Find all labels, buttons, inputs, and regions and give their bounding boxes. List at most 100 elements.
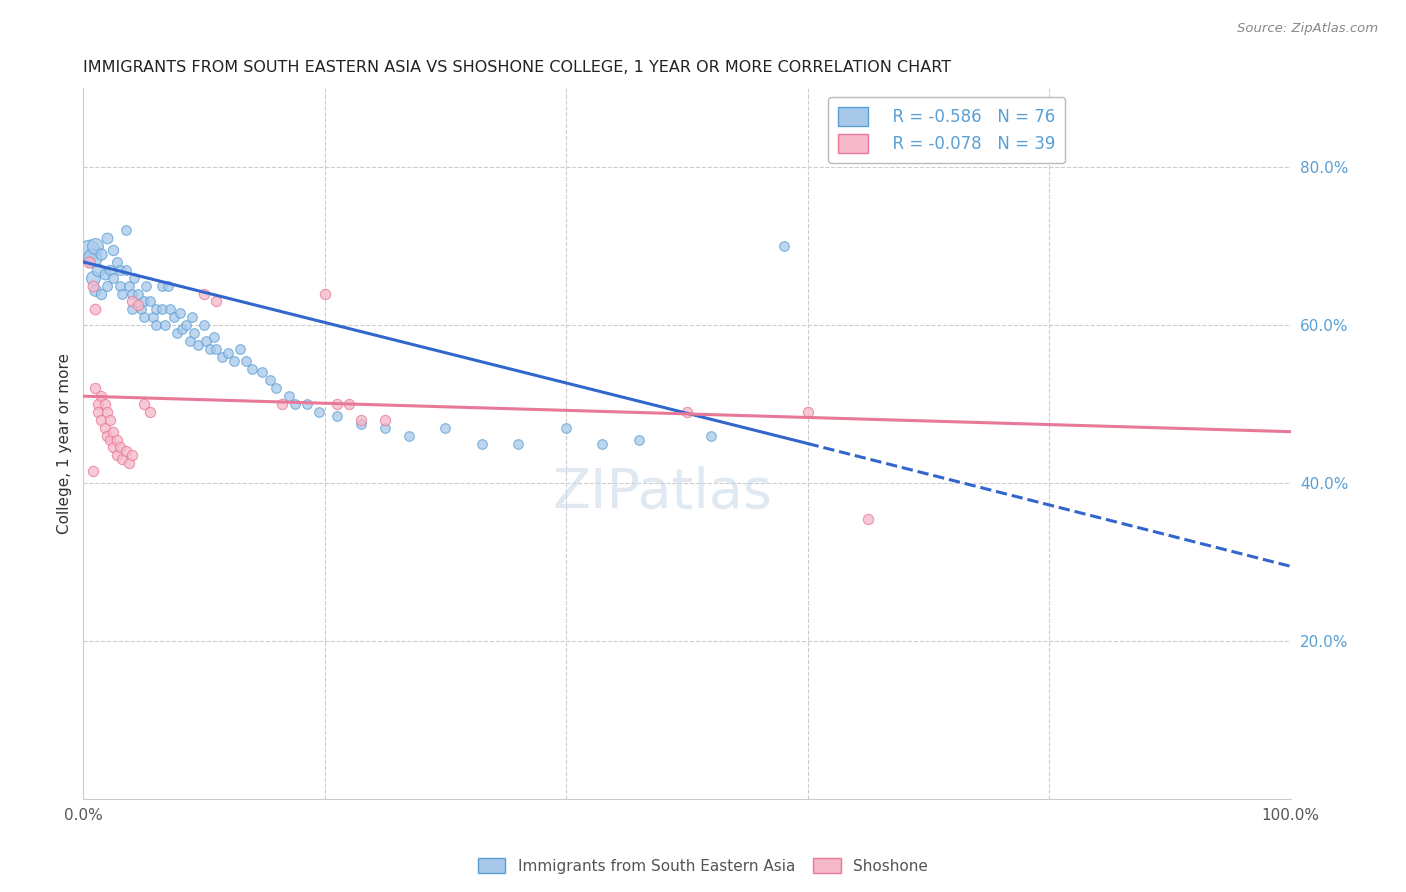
Point	[676, 405, 699, 419]
Point	[229, 342, 252, 356]
Point	[211, 350, 233, 364]
Point	[796, 405, 818, 419]
Point	[121, 448, 143, 462]
Point	[700, 428, 723, 442]
Point	[84, 381, 107, 395]
Point	[90, 389, 112, 403]
Point	[121, 302, 143, 317]
Point	[98, 413, 121, 427]
Point	[82, 278, 104, 293]
Point	[179, 334, 201, 348]
Point	[121, 294, 143, 309]
Point	[326, 397, 349, 411]
Point	[169, 306, 191, 320]
Point	[142, 310, 165, 325]
Point	[96, 405, 118, 419]
Point	[98, 433, 121, 447]
Text: Source: ZipAtlas.com: Source: ZipAtlas.com	[1237, 22, 1378, 36]
Point	[240, 361, 263, 376]
Point	[84, 283, 107, 297]
Point	[374, 413, 396, 427]
Point	[250, 366, 273, 380]
Point	[84, 239, 107, 253]
Legend: Immigrants from South Eastern Asia, Shoshone: Immigrants from South Eastern Asia, Shos…	[472, 852, 934, 880]
Y-axis label: College, 1 year or more: College, 1 year or more	[58, 353, 72, 534]
Point	[138, 405, 160, 419]
Point	[172, 322, 194, 336]
Point	[337, 397, 360, 411]
Point	[132, 310, 155, 325]
Point	[205, 342, 228, 356]
Point	[506, 436, 529, 450]
Point	[555, 421, 578, 435]
Point	[138, 294, 160, 309]
Point	[591, 436, 613, 450]
Point	[94, 267, 117, 281]
Point	[122, 270, 145, 285]
Point	[183, 326, 205, 340]
Point	[295, 397, 318, 411]
Point	[105, 433, 128, 447]
Point	[326, 409, 349, 423]
Point	[94, 397, 117, 411]
Point	[82, 270, 104, 285]
Point	[98, 263, 121, 277]
Point	[224, 353, 246, 368]
Point	[202, 330, 225, 344]
Point	[314, 286, 336, 301]
Point	[271, 397, 294, 411]
Point	[103, 425, 125, 439]
Legend:   R = -0.586   N = 76,   R = -0.078   N = 39: R = -0.586 N = 76, R = -0.078 N = 39	[828, 96, 1064, 163]
Point	[90, 286, 112, 301]
Point	[277, 389, 299, 403]
Point	[471, 436, 494, 450]
Text: IMMIGRANTS FROM SOUTH EASTERN ASIA VS SHOSHONE COLLEGE, 1 YEAR OR MORE CORRELATI: IMMIGRANTS FROM SOUTH EASTERN ASIA VS SH…	[83, 60, 952, 75]
Point	[150, 302, 173, 317]
Point	[79, 243, 101, 257]
Point	[195, 334, 218, 348]
Point	[84, 302, 107, 317]
Point	[132, 397, 155, 411]
Point	[166, 326, 188, 340]
Point	[856, 511, 879, 525]
Point	[174, 318, 197, 332]
Point	[103, 441, 125, 455]
Point	[96, 428, 118, 442]
Point	[135, 278, 157, 293]
Point	[159, 302, 181, 317]
Point	[150, 278, 173, 293]
Point	[284, 397, 307, 411]
Point	[772, 239, 794, 253]
Point	[114, 263, 136, 277]
Point	[108, 441, 131, 455]
Text: ZIPatlas: ZIPatlas	[553, 467, 773, 520]
Point	[259, 373, 281, 387]
Point	[132, 294, 155, 309]
Point	[350, 413, 373, 427]
Point	[187, 338, 209, 352]
Point	[145, 318, 167, 332]
Point	[163, 310, 186, 325]
Point	[87, 397, 110, 411]
Point	[145, 302, 167, 317]
Point	[103, 270, 125, 285]
Point	[79, 255, 101, 269]
Point	[96, 278, 118, 293]
Point	[82, 464, 104, 478]
Point	[155, 318, 177, 332]
Point	[118, 278, 141, 293]
Point	[627, 433, 650, 447]
Point	[193, 318, 215, 332]
Point	[87, 263, 110, 277]
Point	[114, 223, 136, 237]
Point	[181, 310, 204, 325]
Point	[350, 417, 373, 431]
Point	[308, 405, 330, 419]
Point	[111, 286, 134, 301]
Point	[90, 247, 112, 261]
Point	[434, 421, 457, 435]
Point	[398, 428, 420, 442]
Point	[90, 413, 112, 427]
Point	[127, 286, 149, 301]
Point	[205, 294, 228, 309]
